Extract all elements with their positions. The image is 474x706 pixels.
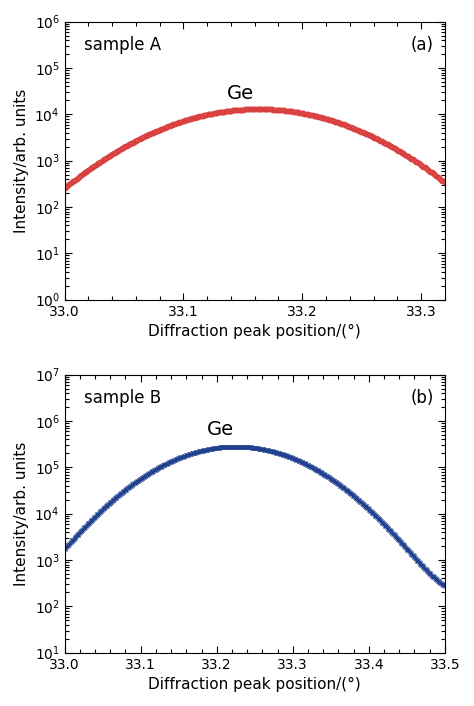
- Text: (a): (a): [410, 35, 434, 54]
- Text: Ge: Ge: [227, 83, 254, 102]
- Text: sample A: sample A: [84, 35, 161, 54]
- X-axis label: Diffraction peak position/(°): Diffraction peak position/(°): [148, 324, 361, 339]
- X-axis label: Diffraction peak position/(°): Diffraction peak position/(°): [148, 677, 361, 692]
- Text: Ge: Ge: [207, 421, 234, 439]
- Y-axis label: Intensity/arb. units: Intensity/arb. units: [14, 441, 29, 586]
- Text: sample B: sample B: [84, 388, 161, 407]
- Y-axis label: Intensity/arb. units: Intensity/arb. units: [14, 88, 29, 233]
- Text: (b): (b): [410, 388, 434, 407]
